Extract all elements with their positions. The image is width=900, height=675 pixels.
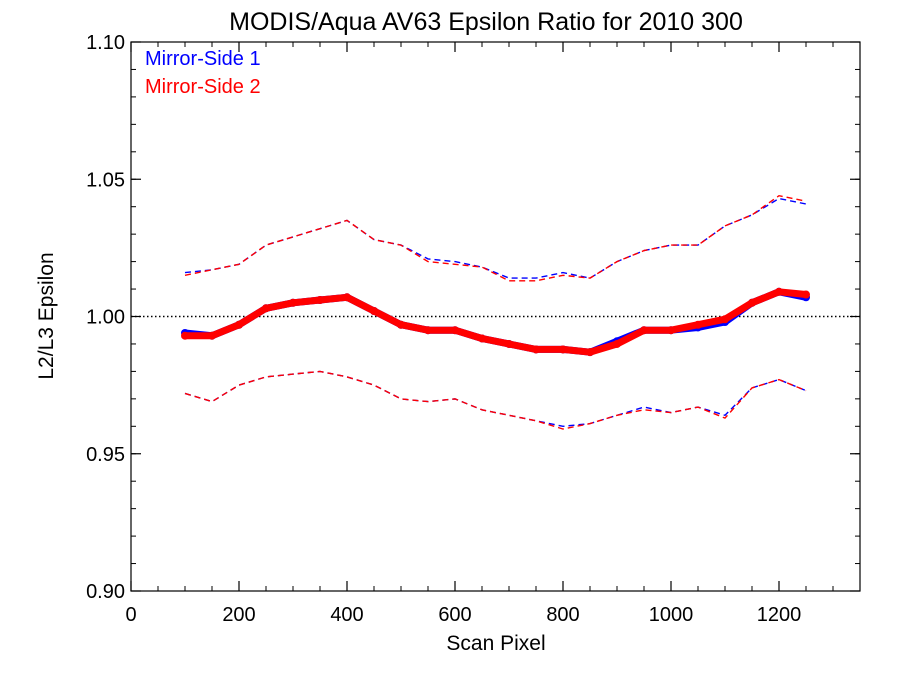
data-point-mirror-side-2 xyxy=(613,339,621,348)
y-tick-label: 1.10 xyxy=(86,32,125,54)
x-tick-label: 600 xyxy=(438,604,471,626)
data-point-mirror-side-2 xyxy=(586,348,594,357)
data-point-mirror-side-2 xyxy=(262,304,270,313)
y-tick-label: 0.95 xyxy=(86,444,125,466)
x-tick-label: 400 xyxy=(330,604,363,626)
legend-mirror-side-1: Mirror-Side 1 xyxy=(145,48,261,70)
data-point-mirror-side-2 xyxy=(235,320,243,329)
data-point-mirror-side-2 xyxy=(748,298,756,307)
chart-title: MODIS/Aqua AV63 Epsilon Ratio for 2010 3… xyxy=(229,8,743,36)
data-point-mirror-side-2 xyxy=(424,326,432,335)
x-tick-label: 1200 xyxy=(757,604,802,626)
upper-bound-line-mirror-side-1 xyxy=(184,197,807,279)
y-tick-label: 1.00 xyxy=(86,307,125,329)
x-tick-label: 1000 xyxy=(649,604,694,626)
data-point-mirror-side-2 xyxy=(343,293,351,302)
data-point-mirror-side-2 xyxy=(208,331,216,340)
data-point-mirror-side-2 xyxy=(478,334,486,343)
data-point-mirror-side-2 xyxy=(640,326,648,335)
y-tick-label: 0.90 xyxy=(86,581,125,603)
data-point-mirror-side-2 xyxy=(397,320,405,329)
data-point-mirror-side-2 xyxy=(316,296,324,305)
data-point-mirror-side-2 xyxy=(370,307,378,316)
data-point-mirror-side-2 xyxy=(451,326,459,335)
data-point-mirror-side-2 xyxy=(694,320,702,329)
x-axis: 0 200 400 600 800 1000 1200 xyxy=(125,42,861,626)
lower-bound-line-mirror-side-1 xyxy=(184,370,807,428)
x-tick-label: 200 xyxy=(222,604,255,626)
y-axis-label: L2/L3 Epsilon xyxy=(35,252,58,379)
x-tick-label: 0 xyxy=(125,604,136,626)
x-axis-label: Scan Pixel xyxy=(446,632,545,655)
data-point-mirror-side-2 xyxy=(289,298,297,307)
legend-mirror-side-2: Mirror-Side 2 xyxy=(145,76,261,98)
y-axis: 0.90 0.95 1.00 1.05 1.10 xyxy=(86,32,860,603)
series-layer xyxy=(181,194,810,430)
data-point-mirror-side-2 xyxy=(181,331,189,340)
data-point-mirror-side-2 xyxy=(667,326,675,335)
data-point-mirror-side-2 xyxy=(559,345,567,354)
lower-bound-line-mirror-side-2 xyxy=(184,370,807,430)
mean-line-mirror-side-2 xyxy=(181,288,810,356)
data-point-mirror-side-2 xyxy=(775,287,783,296)
data-point-mirror-side-2 xyxy=(505,339,513,348)
data-point-mirror-side-2 xyxy=(802,290,810,299)
y-tick-label: 1.05 xyxy=(86,169,125,191)
data-point-mirror-side-2 xyxy=(721,315,729,324)
upper-bound-line-mirror-side-2 xyxy=(184,194,807,282)
data-point-mirror-side-2 xyxy=(532,345,540,354)
x-tick-label: 800 xyxy=(546,604,579,626)
